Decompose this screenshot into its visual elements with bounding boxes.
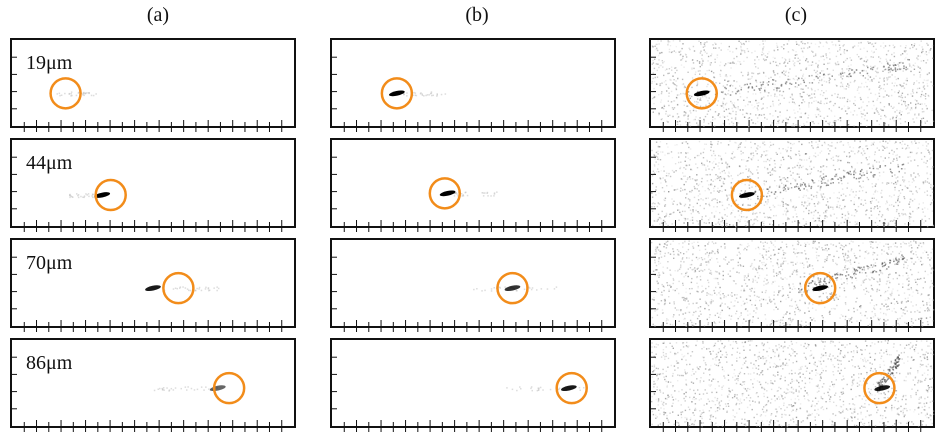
column-label-c: (c) (784, 4, 808, 26)
axis-ticks (332, 256, 603, 332)
column-label-a: (a) (146, 4, 170, 26)
marker-circle (162, 271, 195, 305)
marker-circle (555, 371, 588, 405)
column-label-b: (b) (465, 4, 489, 26)
panel-image-b-3 (332, 256, 603, 332)
noise-texture (651, 340, 935, 428)
axis-ticks (12, 156, 283, 232)
panel-image-a-1 (12, 56, 283, 132)
marker-circle (428, 177, 462, 210)
panel-image-b-2 (332, 156, 603, 232)
particle-spot (693, 90, 710, 97)
particle-spot (389, 90, 405, 97)
particle-spot (504, 285, 521, 292)
panel-b-row-4 (330, 338, 616, 432)
row-label-1: 19μm (26, 52, 73, 74)
panel-a-row-4: 86μm (10, 338, 296, 432)
axis-ticks (332, 356, 603, 432)
particle-trail (153, 386, 218, 392)
axis-ticks (12, 56, 283, 132)
panel-image-b-1 (332, 56, 603, 132)
marker-circle (730, 178, 764, 212)
panel-image-b-4 (332, 356, 603, 432)
marker-circle (685, 77, 719, 110)
particle-trail (876, 354, 901, 393)
particle-trail (798, 254, 906, 294)
particle-trail (402, 91, 447, 97)
particle-spot (739, 192, 755, 198)
particle-trail (453, 191, 498, 197)
marker-circle (863, 371, 896, 405)
row-label-4: 86μm (26, 352, 73, 374)
panel-image-c-2 (651, 140, 935, 232)
axis-ticks (332, 56, 603, 132)
marker-circle (803, 271, 837, 305)
marker-circle (49, 77, 82, 110)
marker-circle (212, 371, 246, 405)
particle-spot (812, 285, 829, 292)
particle-trail (714, 59, 910, 96)
axis-ticks (651, 56, 922, 132)
panel-image-a-3 (12, 256, 283, 332)
axis-ticks (12, 256, 283, 332)
particle-spot (439, 190, 456, 197)
axis-ticks (651, 356, 922, 432)
particle-spot (561, 385, 577, 392)
particle-trail (754, 163, 905, 200)
panel-c-row-1 (649, 38, 935, 132)
panel-image-c-4 (651, 340, 935, 432)
panel-b-row-2 (330, 138, 616, 232)
noise-texture (651, 40, 935, 128)
row-label-2: 44μm (26, 152, 73, 174)
marker-circle (94, 178, 127, 212)
panel-a-row-3: 70μm (10, 238, 296, 332)
panel-image-a-2 (12, 156, 283, 232)
noise-texture (651, 240, 935, 328)
particle-spot (874, 385, 891, 392)
particle-spot (94, 192, 111, 198)
particle-spot (210, 385, 226, 392)
panel-b-row-1 (330, 38, 616, 132)
panel-image-c-3 (651, 240, 935, 332)
panel-b-row-3 (330, 238, 616, 332)
axis-ticks (651, 256, 922, 332)
row-label-3: 70μm (26, 252, 73, 274)
panel-a-row-1: 19μm (10, 38, 296, 132)
noise-texture (651, 140, 935, 228)
panel-c-row-3 (649, 238, 935, 332)
panel-a-row-2: 44μm (10, 138, 296, 232)
panel-image-a-4 (12, 356, 283, 432)
marker-circle (496, 271, 529, 305)
axis-ticks (332, 156, 603, 232)
panel-c-row-4 (649, 338, 935, 432)
panel-c-row-2 (649, 138, 935, 232)
marker-circle (380, 77, 414, 110)
particle-trail (56, 91, 97, 97)
particle-spot (145, 285, 161, 292)
particle-trail (162, 286, 220, 292)
axis-ticks (12, 356, 283, 432)
axis-ticks (651, 156, 922, 232)
panel-image-c-1 (651, 40, 935, 132)
